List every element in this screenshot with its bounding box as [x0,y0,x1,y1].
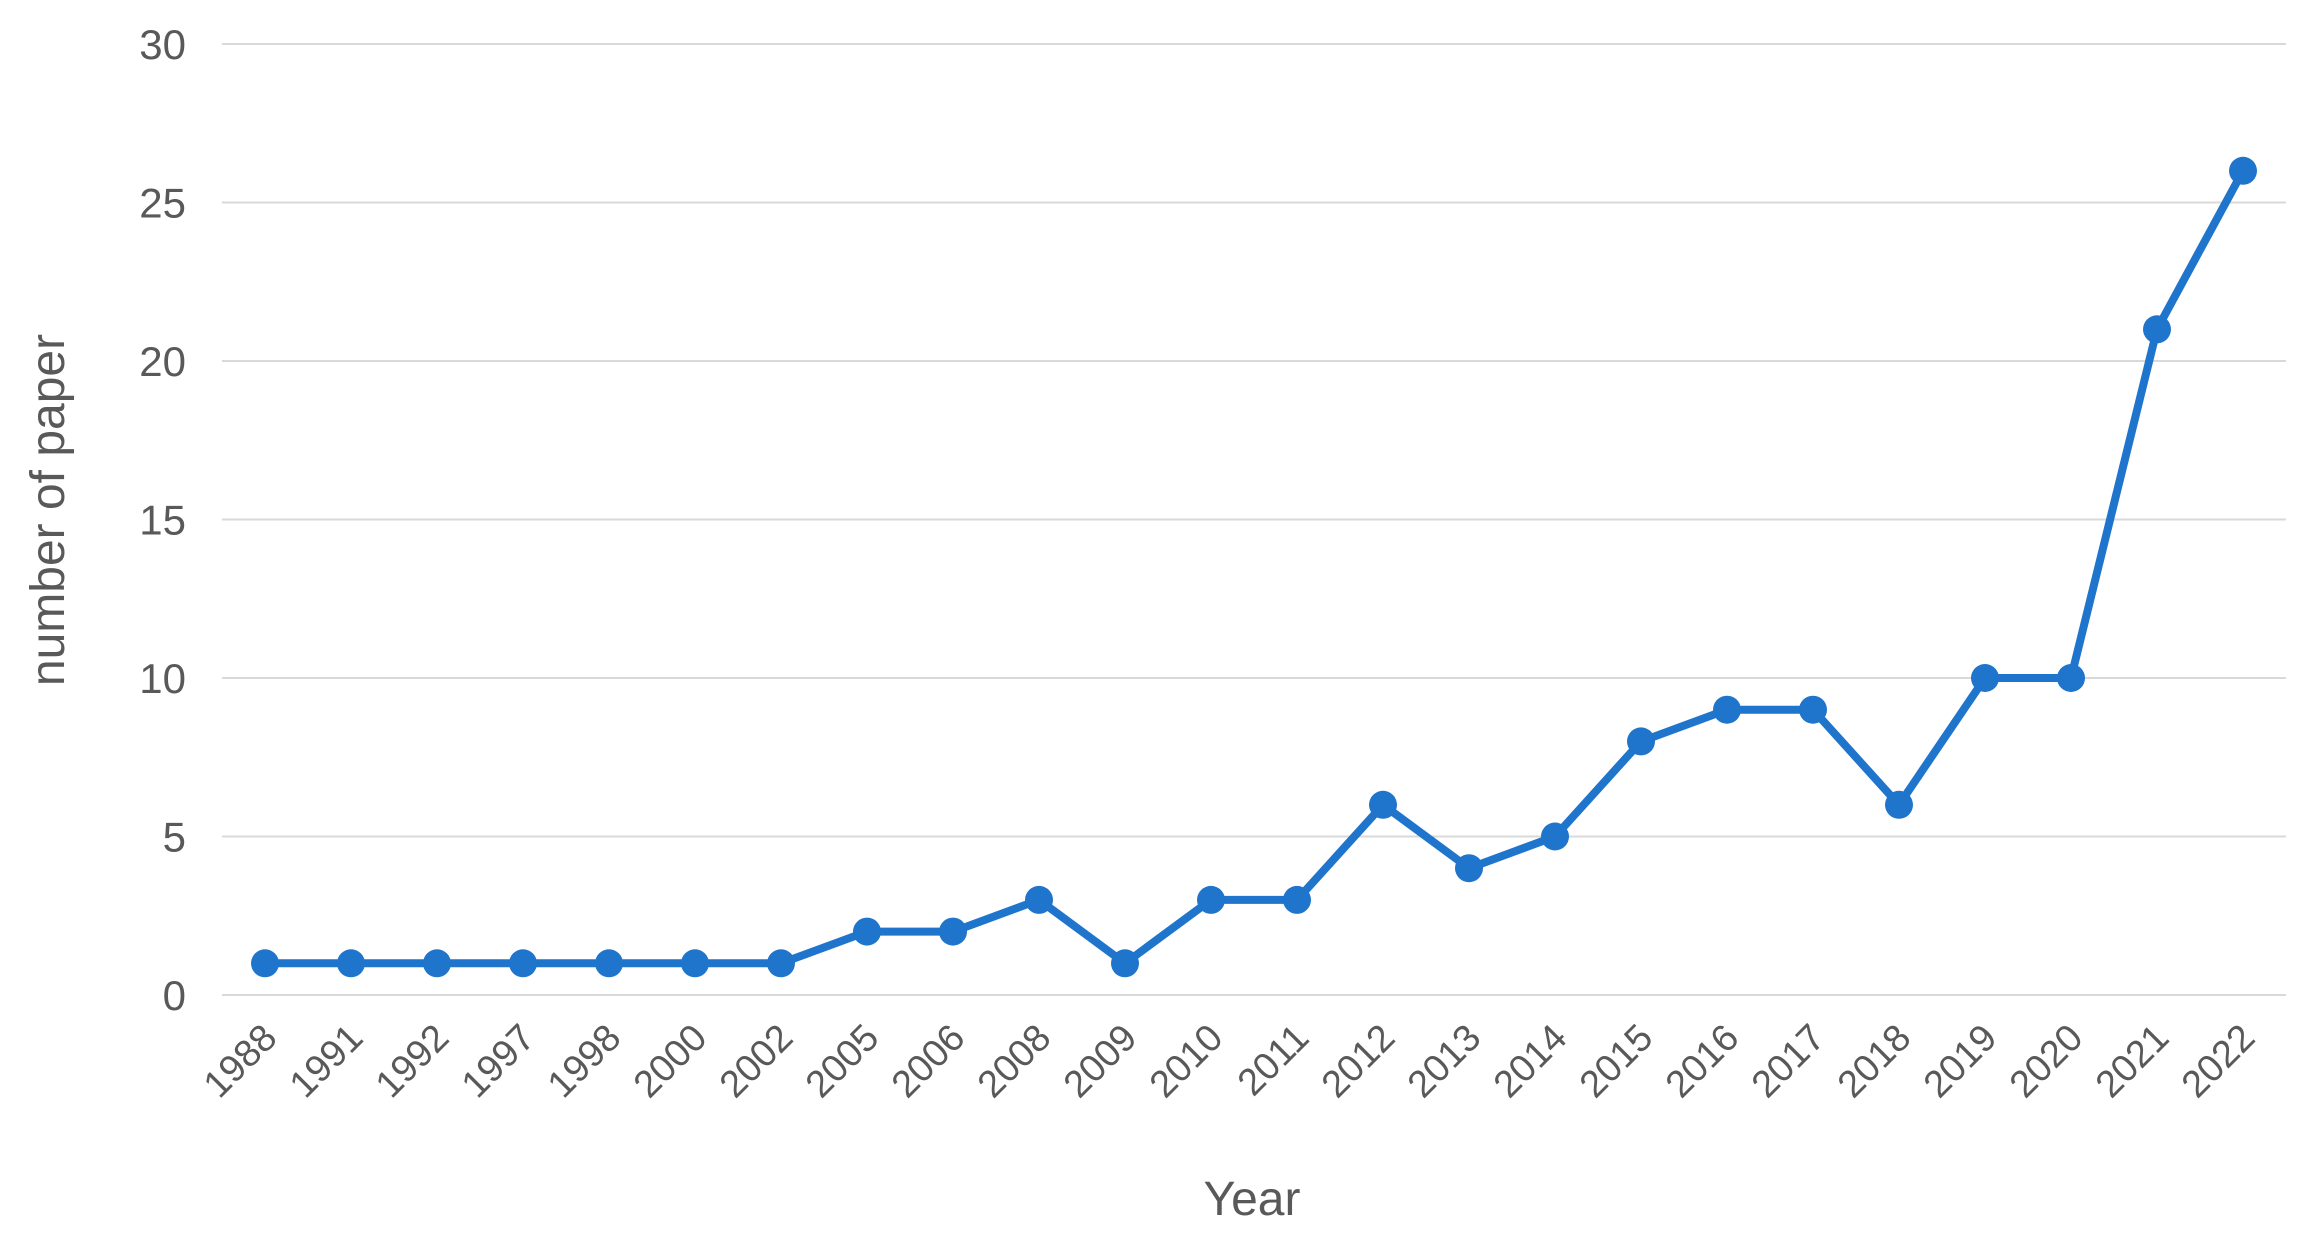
x-tick-label: 2019 [1916,1017,2005,1106]
x-tick-label: 2009 [1056,1017,1145,1106]
data-point-2000 [681,949,709,978]
data-point-2016 [1713,695,1741,724]
x-axis-title: Year [1204,1173,1301,1226]
data-point-2021 [2143,315,2171,344]
x-tick-label: 2014 [1486,1017,1575,1106]
series-line [261,166,2247,968]
x-tick-label: 2016 [1658,1017,1747,1106]
gridlines [222,43,2286,996]
x-tick-label: 2011 [1230,1017,1317,1104]
y-axis-ticks: 0 5 10 15 20 25 30 [139,21,186,1019]
x-tick-label: 2012 [1314,1017,1403,1106]
data-point-1992 [423,949,451,978]
data-point-2019 [1971,664,1999,692]
data-point-2005 [853,917,881,946]
data-point-2006 [939,917,967,946]
data-point-2011 [1283,885,1311,914]
x-tick-label: 2008 [970,1017,1059,1106]
data-point-2020 [2057,664,2085,692]
data-point-1988 [251,949,279,978]
y-tick-label: 0 [163,972,186,1019]
data-point-2015 [1627,727,1655,756]
y-tick-label: 10 [139,655,186,702]
x-tick-label: 1998 [540,1017,629,1106]
x-tick-label: 2021 [2088,1017,2177,1106]
data-point-2017 [1799,695,1827,724]
x-tick-label: 2010 [1142,1017,1231,1106]
y-tick-label: 25 [139,180,186,227]
data-point-1998 [595,949,623,978]
x-axis-ticks: 1988199119921997199820002002200520062008… [196,1017,2263,1106]
data-point-1997 [509,949,537,978]
x-tick-label: 1992 [368,1017,457,1106]
data-point-2012 [1369,790,1397,819]
x-tick-label: 1991 [282,1017,371,1106]
x-tick-label: 2015 [1572,1017,1661,1106]
x-tick-label: 1988 [196,1017,285,1106]
data-point-2022 [2229,156,2257,185]
x-tick-label: 2020 [2002,1017,2091,1106]
y-axis-title: number of paper [22,334,75,686]
y-tick-label: 15 [139,497,186,544]
x-tick-label: 2022 [2174,1017,2263,1106]
x-tick-label: 2002 [712,1017,801,1106]
y-tick-label: 20 [139,338,186,385]
y-tick-label: 5 [163,814,186,861]
x-tick-label: 1997 [454,1017,543,1106]
data-point-2014 [1541,822,1569,851]
data-point-2013 [1455,854,1483,883]
x-tick-label: 2017 [1744,1017,1833,1106]
x-tick-label: 2018 [1830,1017,1919,1106]
data-point-2008 [1025,885,1053,914]
series-group [251,156,2257,978]
data-point-2002 [767,949,795,978]
data-point-2009 [1111,949,1139,978]
x-tick-label: 2000 [626,1017,715,1106]
y-tick-label: 30 [139,21,186,68]
x-tick-label: 2013 [1400,1017,1489,1106]
data-point-2018 [1885,790,1913,819]
data-point-2010 [1197,885,1225,914]
data-point-1991 [337,949,365,978]
x-tick-label: 2005 [798,1017,887,1106]
x-tick-label: 2006 [884,1017,973,1106]
